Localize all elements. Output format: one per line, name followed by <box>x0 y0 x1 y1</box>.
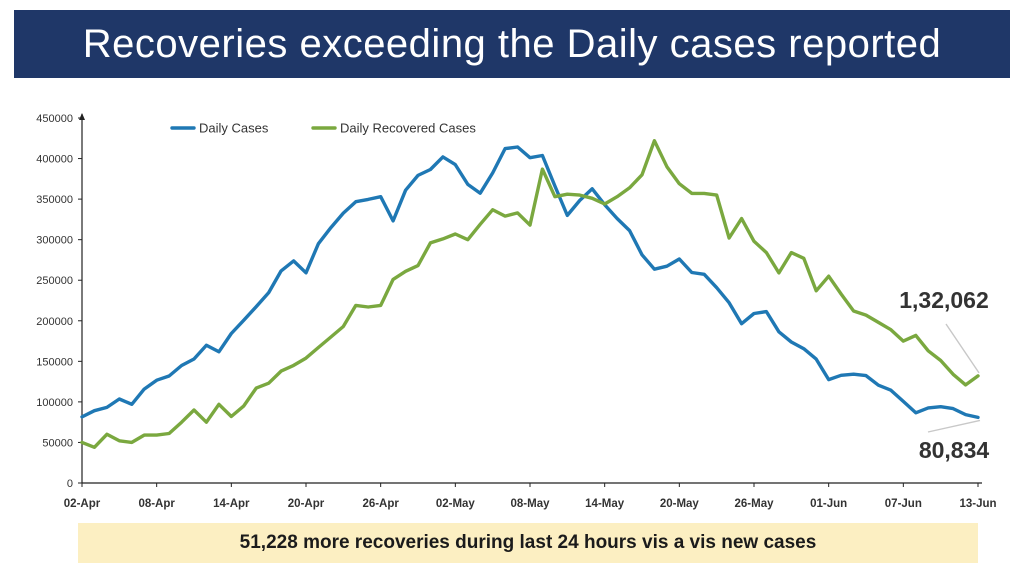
x-tick-label: 26-Apr <box>362 498 399 510</box>
y-tick-label: 0 <box>67 478 73 490</box>
y-tick-label: 200000 <box>36 316 73 328</box>
end-label-leader <box>945 323 980 374</box>
x-tick-label: 08-May <box>511 498 551 510</box>
y-tick-label: 100000 <box>36 397 73 409</box>
x-tick-label: 08-Apr <box>138 498 175 510</box>
x-tick-label: 14-Apr <box>213 498 250 510</box>
x-tick-label: 13-Jun <box>959 498 996 510</box>
chart-axes: 0 50000 100000 150000 200000 250000 300000 3500… <box>36 113 997 510</box>
series-line-daily-recovered-cases <box>80 138 980 449</box>
page-title: Recoveries exceeding the Daily cases rep… <box>82 21 942 66</box>
summary-banner: 51,228 more recoveries during last 24 ho… <box>78 523 978 563</box>
x-tick-label: 02-Apr <box>64 498 101 510</box>
series-line-daily-cases <box>80 145 980 420</box>
x-tick-label: 26-May <box>735 498 775 510</box>
x-tick-label: 20-Apr <box>288 498 325 510</box>
chart-series <box>80 138 980 449</box>
x-tick-label: 02-May <box>436 498 476 510</box>
x-tick-label: 01-Jun <box>810 498 847 510</box>
y-tick-label: 350000 <box>36 194 73 206</box>
x-tick-label: 07-Jun <box>885 498 922 510</box>
chart-legend: Daily Cases Daily Recovered Cases <box>170 121 476 136</box>
y-tick-label: 150000 <box>36 356 73 368</box>
title-bar: Recoveries exceeding the Daily cases rep… <box>14 10 1010 78</box>
end-value-label: 1,32,062 <box>899 287 989 313</box>
chart-end-labels: 80,834 1,32,062 <box>899 287 989 463</box>
y-tick-label: 50000 <box>42 437 73 449</box>
y-axis-arrow <box>79 113 85 120</box>
end-label-leader <box>927 419 981 433</box>
y-tick-label: 250000 <box>36 275 73 287</box>
y-tick-label: 300000 <box>36 235 73 247</box>
x-tick-label: 14-May <box>585 498 625 510</box>
legend-label: Daily Cases <box>199 121 269 136</box>
y-tick-label: 400000 <box>36 154 73 166</box>
legend-label: Daily Recovered Cases <box>340 121 476 136</box>
summary-text: 51,228 more recoveries during last 24 ho… <box>239 532 817 553</box>
y-tick-label: 450000 <box>36 113 73 125</box>
end-value-label: 80,834 <box>919 437 990 463</box>
x-tick-label: 20-May <box>660 498 700 510</box>
